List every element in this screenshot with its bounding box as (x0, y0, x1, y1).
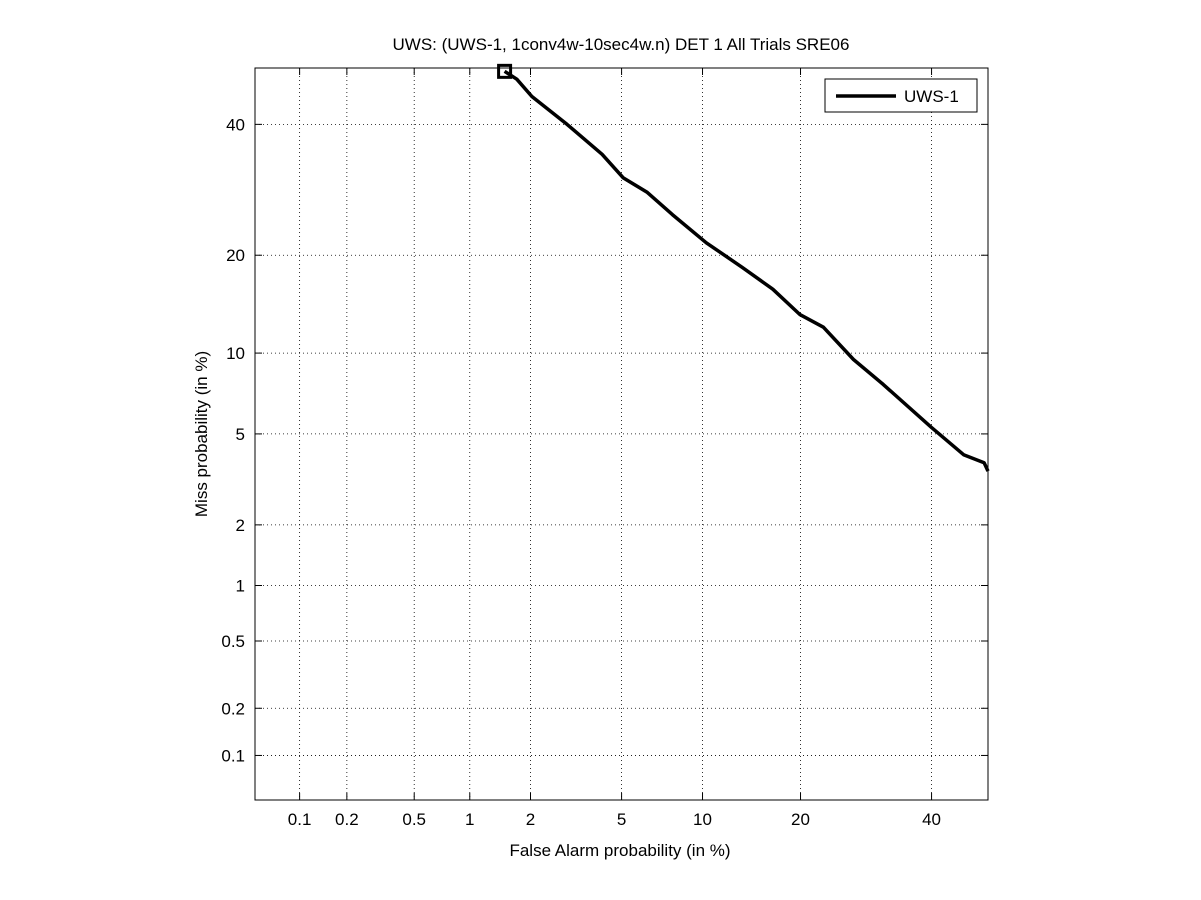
operating-point-marker (497, 63, 513, 79)
x-tick-label: 10 (693, 810, 712, 829)
series-line-UWS-1 (503, 69, 990, 472)
x-tick-label: 2 (526, 810, 535, 829)
x-tick-label: 1 (465, 810, 474, 829)
x-tick-label: 0.5 (402, 810, 426, 829)
x-axis-label: False Alarm probability (in %) (509, 841, 730, 860)
y-tick-label: 2 (236, 516, 245, 535)
x-tick-label: 0.2 (335, 810, 359, 829)
y-tick-label: 1 (236, 577, 245, 596)
x-tick-label: 5 (617, 810, 626, 829)
axis-ticks: 0.1 0.2 0.5 1 2 5 10 20 40 0.1 0.2 0.5 1 2 5 10 20 40 (221, 68, 988, 829)
legend-entry-label: UWS-1 (904, 87, 959, 106)
y-axis-label: Miss probability (in %) (192, 351, 211, 517)
y-tick-label: 0.1 (221, 746, 245, 765)
chart-title: UWS: (UWS-1, 1conv4w-10sec4w.n) DET 1 Al… (393, 35, 850, 54)
x-tick-label: 0.1 (288, 810, 312, 829)
y-tick-label: 10 (226, 344, 245, 363)
x-tick-label: 40 (922, 810, 941, 829)
y-tick-label: 5 (236, 425, 245, 444)
y-tick-label: 40 (226, 115, 245, 134)
y-tick-label: 0.2 (221, 699, 245, 718)
y-tick-label: 20 (226, 246, 245, 265)
series-layer (497, 63, 990, 472)
y-tick-label: 0.5 (221, 632, 245, 651)
x-tick-label: 20 (791, 810, 810, 829)
legend: UWS-1 (824, 78, 978, 113)
